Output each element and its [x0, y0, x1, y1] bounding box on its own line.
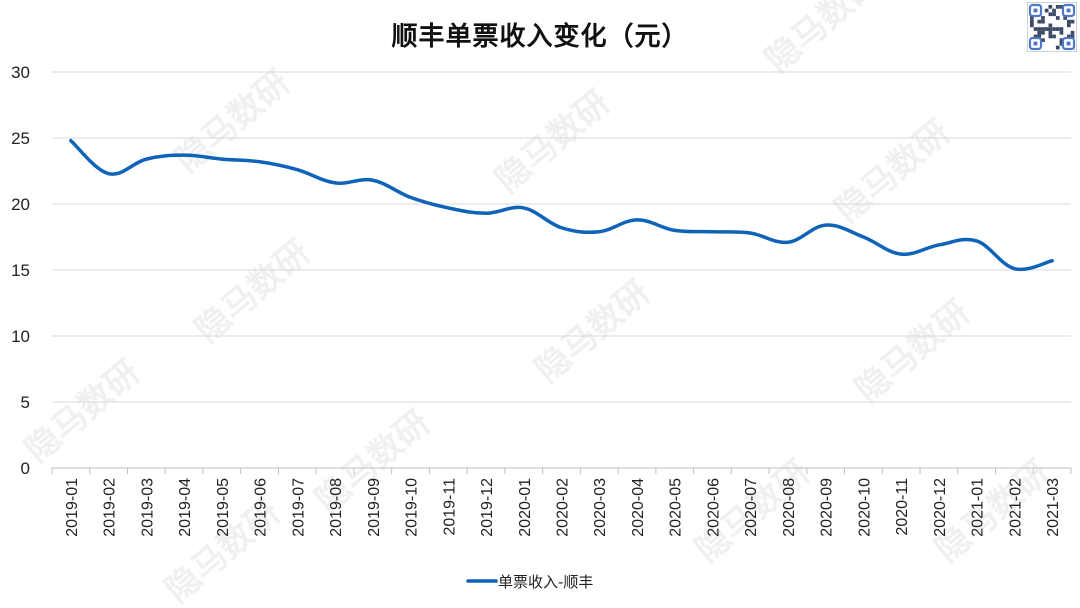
- watermark-text: 隐马数研: [758, 0, 888, 81]
- watermark-text: 隐马数研: [18, 353, 148, 471]
- x-tick-label: 2020-02: [555, 478, 572, 537]
- x-tick-label: 2020-12: [932, 478, 949, 537]
- watermark-text: 隐马数研: [488, 83, 618, 201]
- x-tick-label: 2019-05: [215, 478, 232, 537]
- x-tick-label: 2019-10: [404, 478, 421, 537]
- y-tick-label: 15: [11, 261, 30, 280]
- x-axis-ticks: 2019-01 2019-02 2019-03 2019-04 2019-05 2019-…: [51, 468, 1072, 537]
- x-tick-label: 2019-04: [177, 478, 194, 537]
- watermark-text: 隐马数研: [168, 63, 298, 181]
- x-tick-label: 2019-12: [479, 478, 496, 537]
- x-tick-label: 2020-09: [819, 478, 836, 537]
- x-tick-label: 2020-11: [894, 478, 911, 536]
- x-tick-label: 2019-06: [253, 478, 270, 537]
- y-tick-label: 20: [11, 195, 30, 214]
- y-tick-label: 10: [11, 327, 30, 346]
- watermark-text: 隐马数研: [848, 293, 978, 411]
- x-tick-label: 2019-03: [139, 478, 156, 537]
- qr-code-icon: [1027, 2, 1077, 52]
- x-tick-label: 2020-10: [856, 478, 873, 537]
- x-tick-label: 2020-03: [592, 478, 609, 537]
- x-tick-label: 2021-03: [1045, 478, 1062, 537]
- x-tick-label: 2021-01: [970, 478, 987, 537]
- x-tick-label: 2019-11: [441, 478, 458, 536]
- x-tick-label: 2021-02: [1007, 478, 1024, 537]
- x-tick-label: 2020-07: [743, 478, 760, 537]
- watermark-text: 隐马数研: [828, 113, 958, 231]
- y-tick-label: 25: [11, 129, 30, 148]
- x-tick-label: 2020-01: [517, 478, 534, 537]
- series-layer: [69, 138, 1054, 272]
- x-tick-label: 2020-04: [630, 478, 647, 537]
- x-tick-label: 2020-08: [781, 478, 798, 537]
- y-axis-ticks: 0 5 10 15 20 25 30: [11, 63, 30, 478]
- legend: 单票收入-顺丰: [466, 573, 593, 591]
- x-tick-label: 2019-07: [290, 478, 307, 537]
- series-line: [69, 138, 1054, 272]
- chart-title: 顺丰单票收入变化（元）: [391, 22, 689, 52]
- x-tick-label: 2019-08: [328, 478, 345, 537]
- gridlines: [52, 71, 1071, 469]
- x-tick-label: 2019-02: [102, 478, 119, 537]
- x-tick-label: 2020-06: [705, 478, 722, 537]
- y-tick-label: 0: [21, 459, 30, 478]
- x-tick-label: 2019-01: [64, 478, 81, 537]
- legend-label: 单票收入-顺丰: [498, 573, 593, 591]
- y-tick-label: 30: [11, 63, 30, 82]
- watermark-text: 隐马数研: [528, 273, 658, 391]
- y-tick-label: 5: [21, 393, 30, 412]
- watermark-text: 隐马数研: [188, 233, 318, 351]
- x-tick-label: 2019-09: [366, 478, 383, 537]
- x-tick-label: 2020-05: [668, 478, 685, 537]
